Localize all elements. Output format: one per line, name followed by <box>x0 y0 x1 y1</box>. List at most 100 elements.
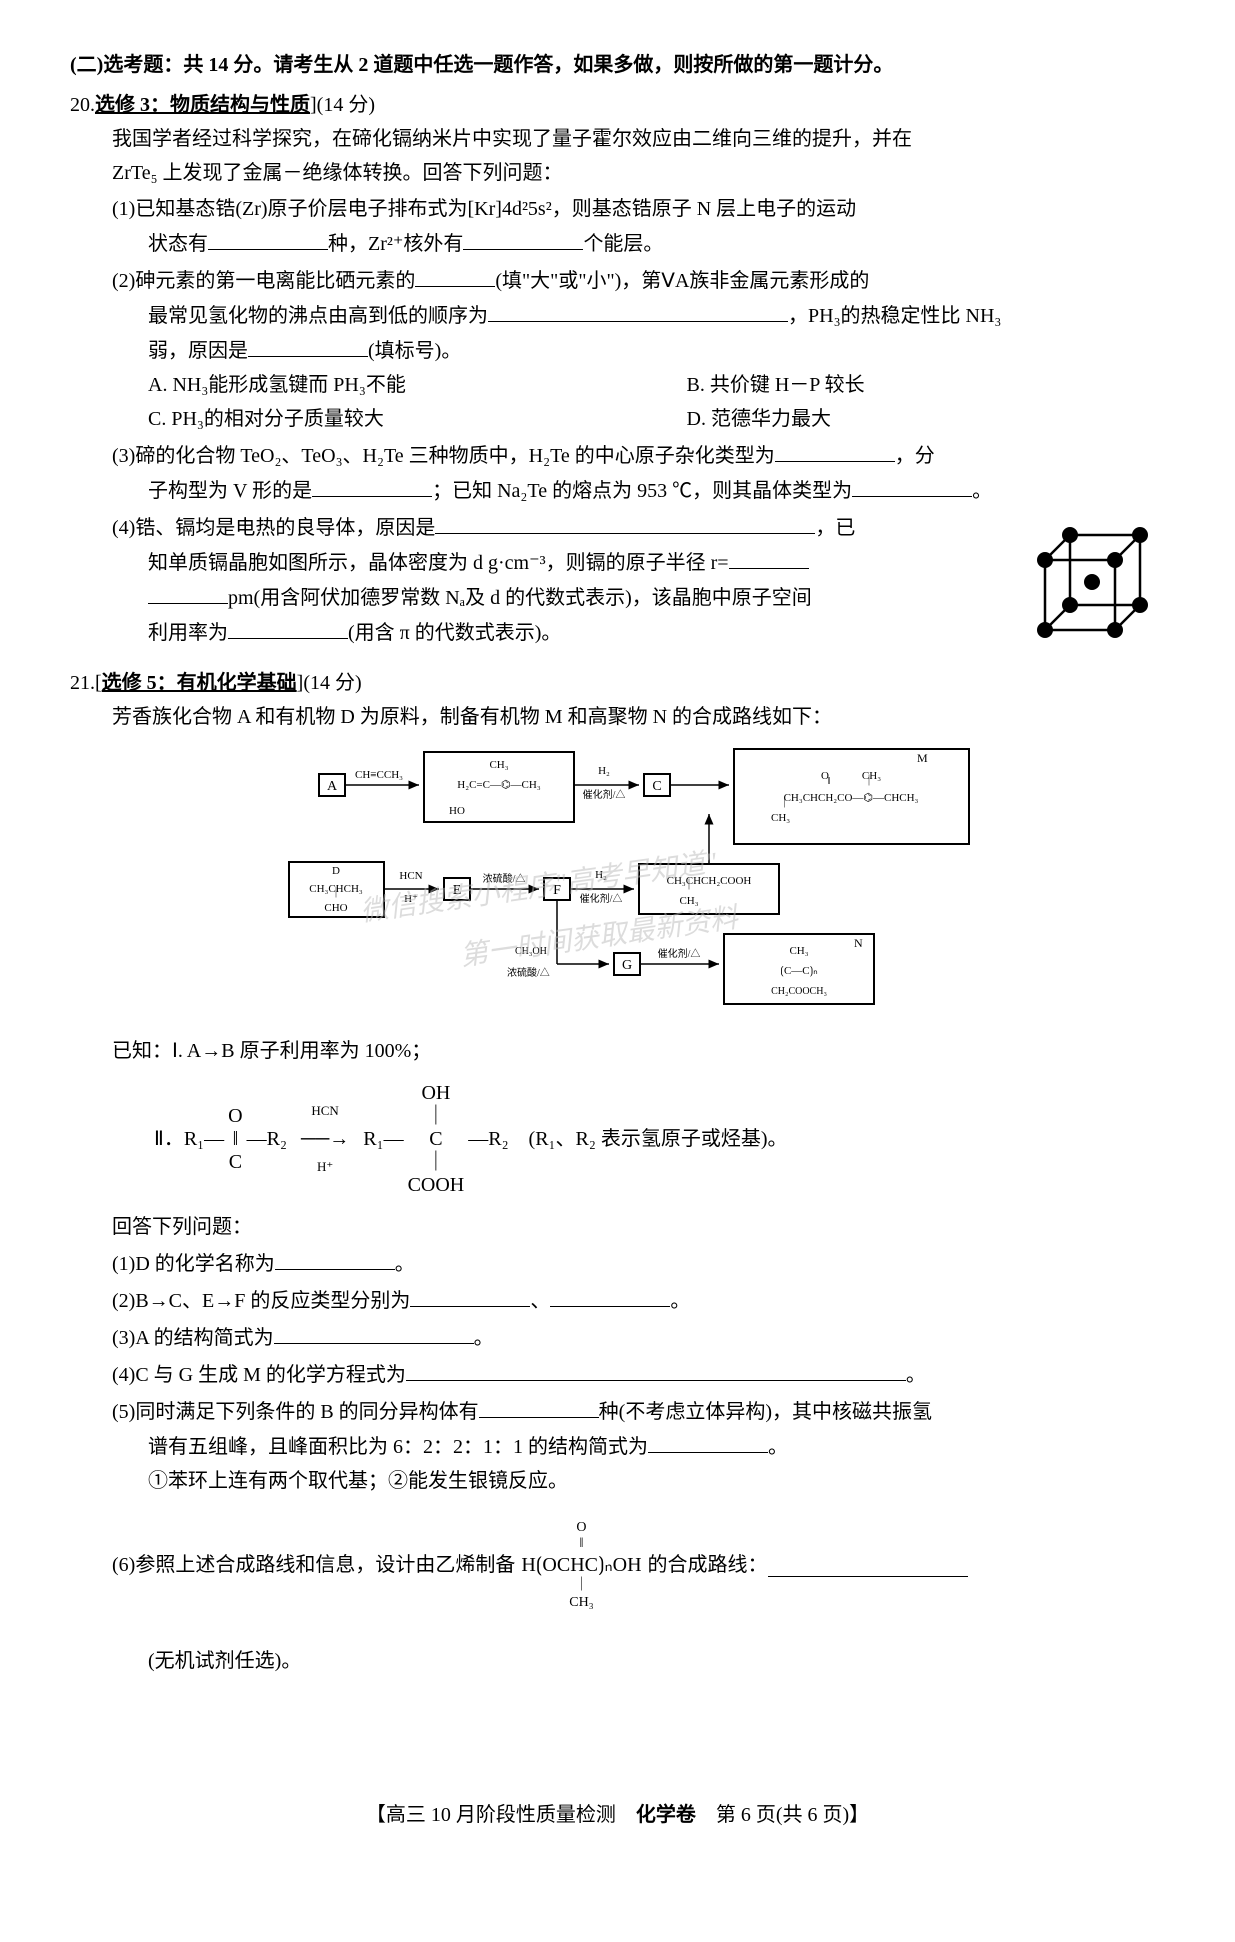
q20-p3-line2: 子构型为 V 形的是；已知 Na₂Te 的熔点为 953 ℃，则其晶体类型为。 <box>112 473 1165 508</box>
q20-intro2: ZrTe₅ 上发现了金属－绝缘体转换。回答下列问题： <box>112 156 1165 190</box>
q20-p2-f: (填标号)。 <box>368 340 461 362</box>
blank-2b <box>488 298 788 322</box>
q21-p1: (1)D 的化学名称为 。 <box>112 1246 1165 1281</box>
svg-text:N: N <box>854 936 863 950</box>
svg-text:C: C <box>652 779 661 794</box>
svg-text:｜: ｜ <box>683 878 694 891</box>
p6-a: (6)参照上述合成路线和信息，设计由乙烯制备 <box>112 1548 515 1582</box>
q21-p3: (3)A 的结构简式为。 <box>112 1320 1165 1355</box>
q20-p2-b: (填"大"或"小")，第ⅤA族非金属元素形成的 <box>495 270 869 292</box>
q20-part4: (4)锆、镉均是电热的良导体，原因是，已 知单质镉晶胞如图所示，晶体密度为 d … <box>112 510 1165 660</box>
q20-p2-line3: 弱，原因是 (填标号)。 <box>112 333 1165 368</box>
svg-text:H₂: H₂ <box>598 765 610 777</box>
q21-body: 芳香族化合物 A 和有机物 D 为原料，制备有机物 M 和高聚物 N 的合成路线… <box>70 700 1165 1678</box>
q20-num: 20. <box>70 94 95 116</box>
q20-p3-a: (3)碲的化合物 TeO₂、TeO₃、H₂Te 三种物质中，H₂Te 的中心原子… <box>112 445 775 467</box>
q20-opt-B: B. 共价键 H－P 较长 <box>687 368 1166 402</box>
p5-b: 种(不考虑立体异构)，其中核磁共振氢 <box>599 1401 932 1423</box>
q20-p3-c: 子构型为 V 形的是 <box>148 480 312 502</box>
p6-mid-bot: CH₃ <box>521 1591 641 1615</box>
blank-3a <box>775 438 895 462</box>
footer-bracket-l: 【 <box>366 1804 386 1826</box>
q20-p2-e: 弱，原因是 <box>148 340 248 362</box>
q21-p2: (2)B→C、E→F 的反应类型分别为、。 <box>112 1283 1165 1318</box>
svg-text:G: G <box>621 958 631 973</box>
blank-4d <box>228 615 348 639</box>
q20-p2-line2: 最常见氢化物的沸点由高到低的顺序为，PH₃的热稳定性比 NH₃ <box>112 298 1165 333</box>
q20-p3-b: ，分 <box>895 445 935 467</box>
q20-part2: (2)砷元素的第一电离能比硒元素的(填"大"或"小")，第ⅤA族非金属元素形成的 <box>112 263 1165 298</box>
svg-text:H₂: H₂ <box>595 869 607 881</box>
q21-p6: (6)参照上述合成路线和信息，设计由乙烯制备 O ‖ H⟮OCHC⟯ₙOH ｜ … <box>112 1516 1165 1614</box>
q20-p2-d: ，PH₃的热稳定性比 NH₃ <box>788 305 1001 327</box>
q20-p4-b: ，已 <box>815 517 855 539</box>
blank-4c <box>148 580 228 604</box>
svg-text:｜: ｜ <box>330 886 341 899</box>
footer-bracket-r: 】 <box>849 1804 869 1826</box>
footer-text1: 高三 10 月阶段性质量检测 <box>386 1804 636 1826</box>
q20-body: 我国学者经过科学探究，在碲化镉纳米片中实现了量子霍尔效应由二维向三维的提升，并在… <box>70 122 1165 660</box>
q21-p5-conds: ①苯环上连有两个取代基；②能发生银镜反应。 <box>112 1464 1165 1498</box>
p1-end: 。 <box>395 1253 415 1275</box>
svg-text:‖ ｜: ‖ ｜ <box>827 774 874 787</box>
svg-text:CH₃: CH₃ <box>679 895 698 907</box>
q20-title-underlined: 选修 3：物质结构与性质 <box>95 94 310 116</box>
q21-p6-note: (无机试剂任选)。 <box>112 1644 1165 1678</box>
k2-arr-bot: H⁺ <box>301 1156 349 1178</box>
svg-text:D: D <box>332 865 340 877</box>
k2-product: OH ｜ C ｜ COOH <box>408 1076 465 1202</box>
question-21: 21.[选修 5：有机化学基础](14 分) 芳香族化合物 A 和有机物 D 为… <box>70 666 1165 1678</box>
k2-mid: —R₂ <box>247 1122 287 1156</box>
svg-text:CH₃: CH₃ <box>489 759 508 771</box>
p6-b: 的合成路线： <box>648 1548 768 1582</box>
q20-p4-d: pm(用含阿伏加德罗常数 Nₐ及 d 的代数式表示)，该晶胞中原子空间 <box>228 587 812 609</box>
cube-svg <box>1015 510 1165 660</box>
p2-mid: 、 <box>530 1290 550 1312</box>
svg-text:HO: HO <box>449 805 465 817</box>
svg-text:M: M <box>917 751 928 765</box>
blank-eqn <box>406 1357 906 1381</box>
q20-part1: (1)已知基态锆(Zr)原子价层电子排布式为[Kr]4d²5s²，则基态锆原子 … <box>112 192 1165 226</box>
q21-title-suffix: ](14 分) <box>297 672 362 694</box>
route-svg: A CH≡CCH₃ CH₃ H₂C=C—⌬—CH₃ HO H₂ 催化剂/△ C … <box>279 744 999 1024</box>
svg-text:CH₃CHCH₂COOH: CH₃CHCH₂COOH <box>666 875 751 887</box>
q20-opt-D: D. 范德华力最大 <box>687 402 1166 436</box>
svg-text:CHO: CHO <box>324 902 347 914</box>
q20-p4-c: 知单质镉晶胞如图所示，晶体密度为 d g·cm⁻³，则镉的原子半径 r= <box>148 552 729 574</box>
p6-target-structure: O ‖ H⟮OCHC⟯ₙOH ｜ CH₃ <box>521 1516 641 1614</box>
q21-known1: 已知：Ⅰ. A→B 原子利用率为 100%； <box>112 1034 1165 1068</box>
q21-title-bracket: [ <box>95 672 102 694</box>
k2-end: —R₂ (R₁、R₂ 表示氢原子或烃基)。 <box>468 1122 787 1156</box>
q20-p4-f: (用含 π 的代数式表示)。 <box>348 622 561 644</box>
blank-a-struct <box>274 1320 474 1344</box>
k2-arr-top: HCN <box>301 1100 349 1122</box>
svg-text:CH₃CHCH₂CO—⌬—CHCH₃: CH₃CHCH₂CO—⌬—CHCH₃ <box>783 792 918 804</box>
svg-text:CH₃: CH₃ <box>771 812 790 824</box>
blank-rxn2 <box>550 1283 670 1307</box>
p3-end: 。 <box>474 1327 494 1349</box>
q20-options-row2: C. PH₃的相对分子质量较大 D. 范德华力最大 <box>112 402 1165 436</box>
blank-4a <box>435 510 815 534</box>
svg-text:F: F <box>553 883 561 898</box>
q20-p4-e: 利用率为 <box>148 622 228 644</box>
q20-p1-b: 状态有 <box>148 233 208 255</box>
svg-text:催化剂/△: 催化剂/△ <box>657 947 700 960</box>
cube-crystal-figure <box>1015 510 1165 660</box>
q20-opt-A: A. NH₃能形成氢键而 PH₃不能 <box>148 368 627 402</box>
k2-cooh: COOH <box>408 1168 465 1202</box>
footer-title: 化学卷 <box>636 1804 696 1826</box>
q21-p5: (5)同时满足下列条件的 B 的同分异构体有种(不考虑立体异构)，其中核磁共振氢 <box>112 1394 1165 1429</box>
p1-text: (1)D 的化学名称为 <box>112 1253 275 1275</box>
q20-title-suffix: ](14 分) <box>310 94 375 116</box>
q20-options-row1: A. NH₃能形成氢键而 PH₃不能 B. 共价键 H－P 较长 <box>112 368 1165 402</box>
footer-text2: 第 6 页(共 6 页) <box>696 1804 849 1826</box>
svg-text:CH₃OH: CH₃OH <box>515 946 547 957</box>
q20-part3: (3)碲的化合物 TeO₂、TeO₃、H₂Te 三种物质中，H₂Te 的中心原子… <box>112 438 1165 473</box>
blank-2a <box>415 263 495 287</box>
p2-end: 。 <box>670 1290 690 1312</box>
blank-3b <box>312 473 432 497</box>
svg-text:｜: ｜ <box>779 796 790 809</box>
q20-p1-a: (1)已知基态锆(Zr)原子价层电子排布式为[Kr]4d²5s²，则基态锆原子 … <box>112 198 856 220</box>
svg-text:浓硫酸/△: 浓硫酸/△ <box>482 872 525 885</box>
svg-text:CH≡CCH₃: CH≡CCH₃ <box>355 769 403 781</box>
